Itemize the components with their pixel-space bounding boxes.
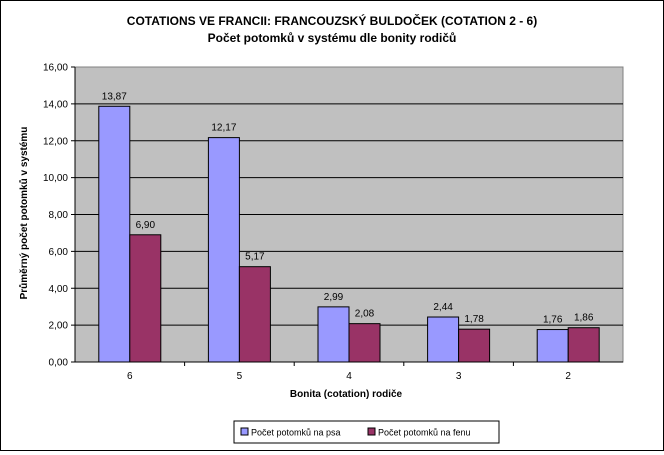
- data-label: 1,78: [464, 314, 484, 325]
- data-label: 5,17: [245, 252, 265, 263]
- y-tick-label: 14,00: [43, 99, 68, 110]
- legend-swatch: [367, 427, 376, 436]
- y-tick-label: 12,00: [43, 136, 68, 147]
- bar: [207, 137, 240, 363]
- legend-swatch: [240, 427, 249, 436]
- legend-label: Počet potomků na fenu: [378, 428, 471, 438]
- y-axis-label: Průměrný počet potomků v systému: [18, 127, 30, 300]
- plot-area: 0,00 2,00 4,00 6,00 8,00 10,00 12,00 14,00 16,00…: [43, 63, 624, 382]
- legend: Počet potomků na psa Počet potomků na fen…: [233, 420, 500, 444]
- y-tick-label: 16,00: [43, 63, 68, 74]
- x-tick-label: 2: [565, 371, 571, 382]
- x-axis-label: Bonita (cotation) rodiče: [290, 389, 403, 400]
- data-label: 1,76: [543, 315, 563, 326]
- y-tick-label: 4,00: [49, 284, 69, 295]
- x-tick-label: 5: [237, 371, 243, 382]
- x-tick-label: 4: [346, 371, 352, 382]
- y-tick-label: 6,00: [49, 247, 69, 258]
- bar: [567, 327, 600, 363]
- bar: [348, 323, 381, 363]
- chart-subtitle: Počet potomků v systému dle bonity rodič…: [208, 31, 457, 45]
- y-tick-label: 2,00: [49, 321, 69, 332]
- data-label: 12,17: [211, 123, 236, 134]
- x-tick-label: 6: [127, 371, 133, 382]
- data-label: 2,08: [355, 309, 375, 320]
- legend-box: [233, 420, 500, 444]
- y-tick-label: 10,00: [43, 173, 68, 184]
- bar: [317, 306, 350, 363]
- data-label: 2,99: [324, 292, 344, 303]
- data-label: 2,44: [433, 302, 453, 313]
- y-tick-label: 8,00: [49, 210, 69, 221]
- y-tick-label: 0,00: [49, 358, 69, 369]
- legend-label: Počet potomků na psa: [251, 428, 341, 438]
- chart-title: COTATIONS VE FRANCII: FRANCOUZSKÝ BULDOČ…: [127, 13, 537, 28]
- bar: [536, 329, 569, 363]
- data-label: 1,86: [574, 313, 594, 324]
- x-tick-label: 3: [456, 371, 462, 382]
- bar: [458, 328, 491, 363]
- data-label: 6,90: [136, 220, 156, 231]
- bar: [129, 234, 162, 363]
- bar: [98, 105, 131, 363]
- data-label: 13,87: [102, 91, 127, 102]
- bar: [238, 266, 271, 363]
- bar: [427, 316, 460, 363]
